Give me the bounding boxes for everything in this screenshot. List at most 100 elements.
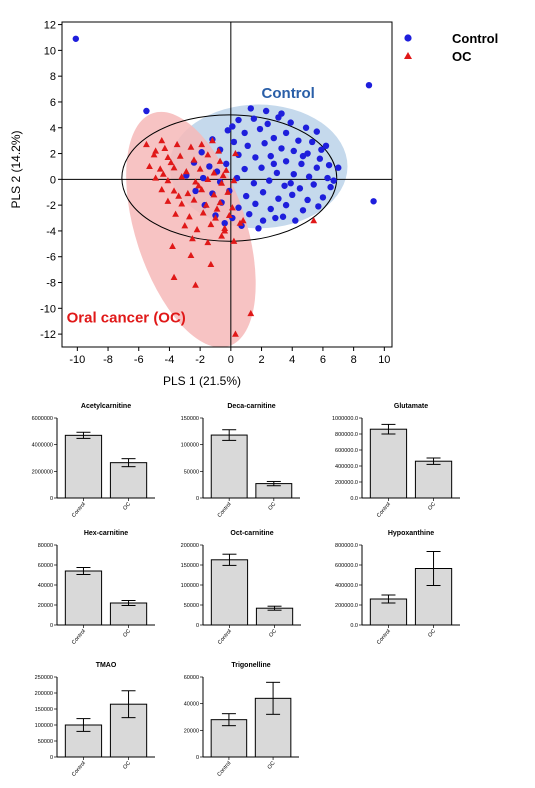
x-tick-label: 2 — [258, 354, 264, 366]
y-tick-label: 50000 — [184, 469, 199, 475]
y-tick-label: 50000 — [184, 603, 199, 609]
y-tick-label: 0.0 — [350, 623, 358, 629]
control-point — [325, 161, 333, 169]
control-point — [256, 125, 264, 133]
y-tick-label: 800000.0 — [335, 432, 358, 438]
control-point — [318, 146, 325, 153]
control-point — [324, 174, 331, 182]
bar — [109, 602, 148, 626]
y-tick-label: 600000.0 — [335, 563, 358, 569]
y-tick-label: 800000.0 — [335, 543, 358, 549]
x-tick-label: 0 — [228, 354, 234, 366]
control-point — [258, 164, 265, 171]
oc-point — [232, 330, 239, 337]
y-tick-label: 0 — [196, 755, 199, 761]
control-point — [262, 107, 270, 115]
bar — [255, 607, 294, 626]
oc-point — [175, 192, 183, 199]
control-point — [278, 110, 285, 117]
y-tick-label: 0 — [50, 755, 53, 761]
oc-point — [170, 187, 178, 194]
control-point — [247, 105, 254, 112]
x-tick-label: 10 — [378, 354, 390, 366]
oc-point — [228, 204, 236, 211]
plot-frame — [61, 21, 393, 348]
bar-chart-title: Deca-carnitine — [227, 403, 275, 410]
oc-point — [204, 238, 212, 246]
oc-point — [152, 147, 160, 154]
oc-point — [170, 164, 178, 171]
legend-label-control: Control — [452, 31, 498, 46]
y-tick-label: 60000 — [184, 675, 199, 681]
control-point — [282, 129, 290, 137]
bar — [369, 428, 408, 499]
control-point — [270, 134, 278, 142]
control-point — [308, 138, 316, 146]
control-point — [143, 107, 150, 115]
bar-chart-title: Hypoxanthine — [388, 530, 434, 537]
y-tick-label: 0 — [50, 623, 53, 629]
control-point — [275, 195, 282, 202]
y-tick-label: 2000000 — [32, 469, 53, 475]
bar-chart-acetylcarnitine: Acetylcarnitine 6000000 4000000 2000000 0 Con… — [32, 403, 155, 519]
oc-point — [221, 227, 229, 234]
x-category-label: OC — [122, 628, 132, 638]
control-point — [261, 140, 268, 147]
oc-point — [198, 140, 206, 148]
control-point — [304, 196, 311, 204]
oc-point — [219, 171, 227, 179]
y-tick-label: 100000 — [181, 583, 199, 589]
control-point — [241, 129, 248, 137]
bar-chart-title: Trigonelline — [231, 662, 270, 669]
control-point — [295, 137, 302, 144]
y-tick-label: 12 — [44, 20, 56, 32]
bar — [210, 559, 249, 626]
x-category-label: OC — [427, 501, 437, 511]
x-category-label: OC — [122, 501, 132, 511]
oc-point — [198, 186, 206, 193]
bar-chart-title: Hex-carnitine — [84, 530, 128, 537]
y-tick-label: 100000 — [35, 723, 53, 729]
y-tick-label: 0 — [50, 174, 56, 186]
control-point — [244, 142, 251, 150]
y-tick-label: 400000.0 — [335, 464, 358, 470]
bar-chart-oct-carnitine: Oct-carnitine 200000 150000 100000 50000 0 Con… — [181, 530, 301, 646]
control-point — [235, 116, 242, 124]
control-point — [72, 35, 80, 42]
oc-point — [164, 153, 172, 161]
y-axis-title: PLS 2 (14.2%) — [9, 130, 23, 208]
oc-point — [247, 309, 255, 317]
oc-point — [199, 209, 207, 216]
oc-point — [167, 158, 175, 166]
oc-point — [182, 168, 190, 175]
x-tick-label: -8 — [103, 354, 113, 366]
control-point — [192, 187, 199, 195]
y-tick-label: 200000 — [181, 543, 199, 549]
y-tick-label: 250000 — [35, 675, 53, 681]
bar-chart-hex-carnitine: Hex-carnitine 80000 60000 40000 20000 0 Contro… — [38, 530, 155, 646]
oc-point — [185, 213, 193, 220]
oc-point — [216, 157, 224, 164]
control-point — [255, 225, 262, 232]
overall-ellipse-outline — [121, 114, 338, 242]
oc-point — [156, 165, 164, 172]
y-tick-label: 40000 — [184, 702, 199, 708]
y-tick-label: 80000 — [38, 543, 53, 549]
bar — [64, 434, 103, 499]
control-point — [272, 214, 279, 222]
bar-chart-grid: Acetylcarnitine6000000400000020000000Con… — [32, 403, 460, 778]
oc-point — [210, 169, 218, 176]
x-category-label: OC — [267, 501, 277, 511]
y-tick-label: -2 — [46, 200, 56, 212]
oc-point — [176, 152, 184, 159]
oc-point — [209, 137, 216, 144]
oc-point — [178, 200, 186, 207]
x-category-label: OC — [122, 760, 132, 770]
control-point — [259, 189, 267, 196]
oc-point — [181, 222, 189, 229]
control-point — [315, 203, 322, 210]
control-point — [287, 180, 294, 187]
control-point — [252, 200, 259, 208]
oc-point — [216, 198, 224, 206]
control-point — [230, 138, 238, 146]
